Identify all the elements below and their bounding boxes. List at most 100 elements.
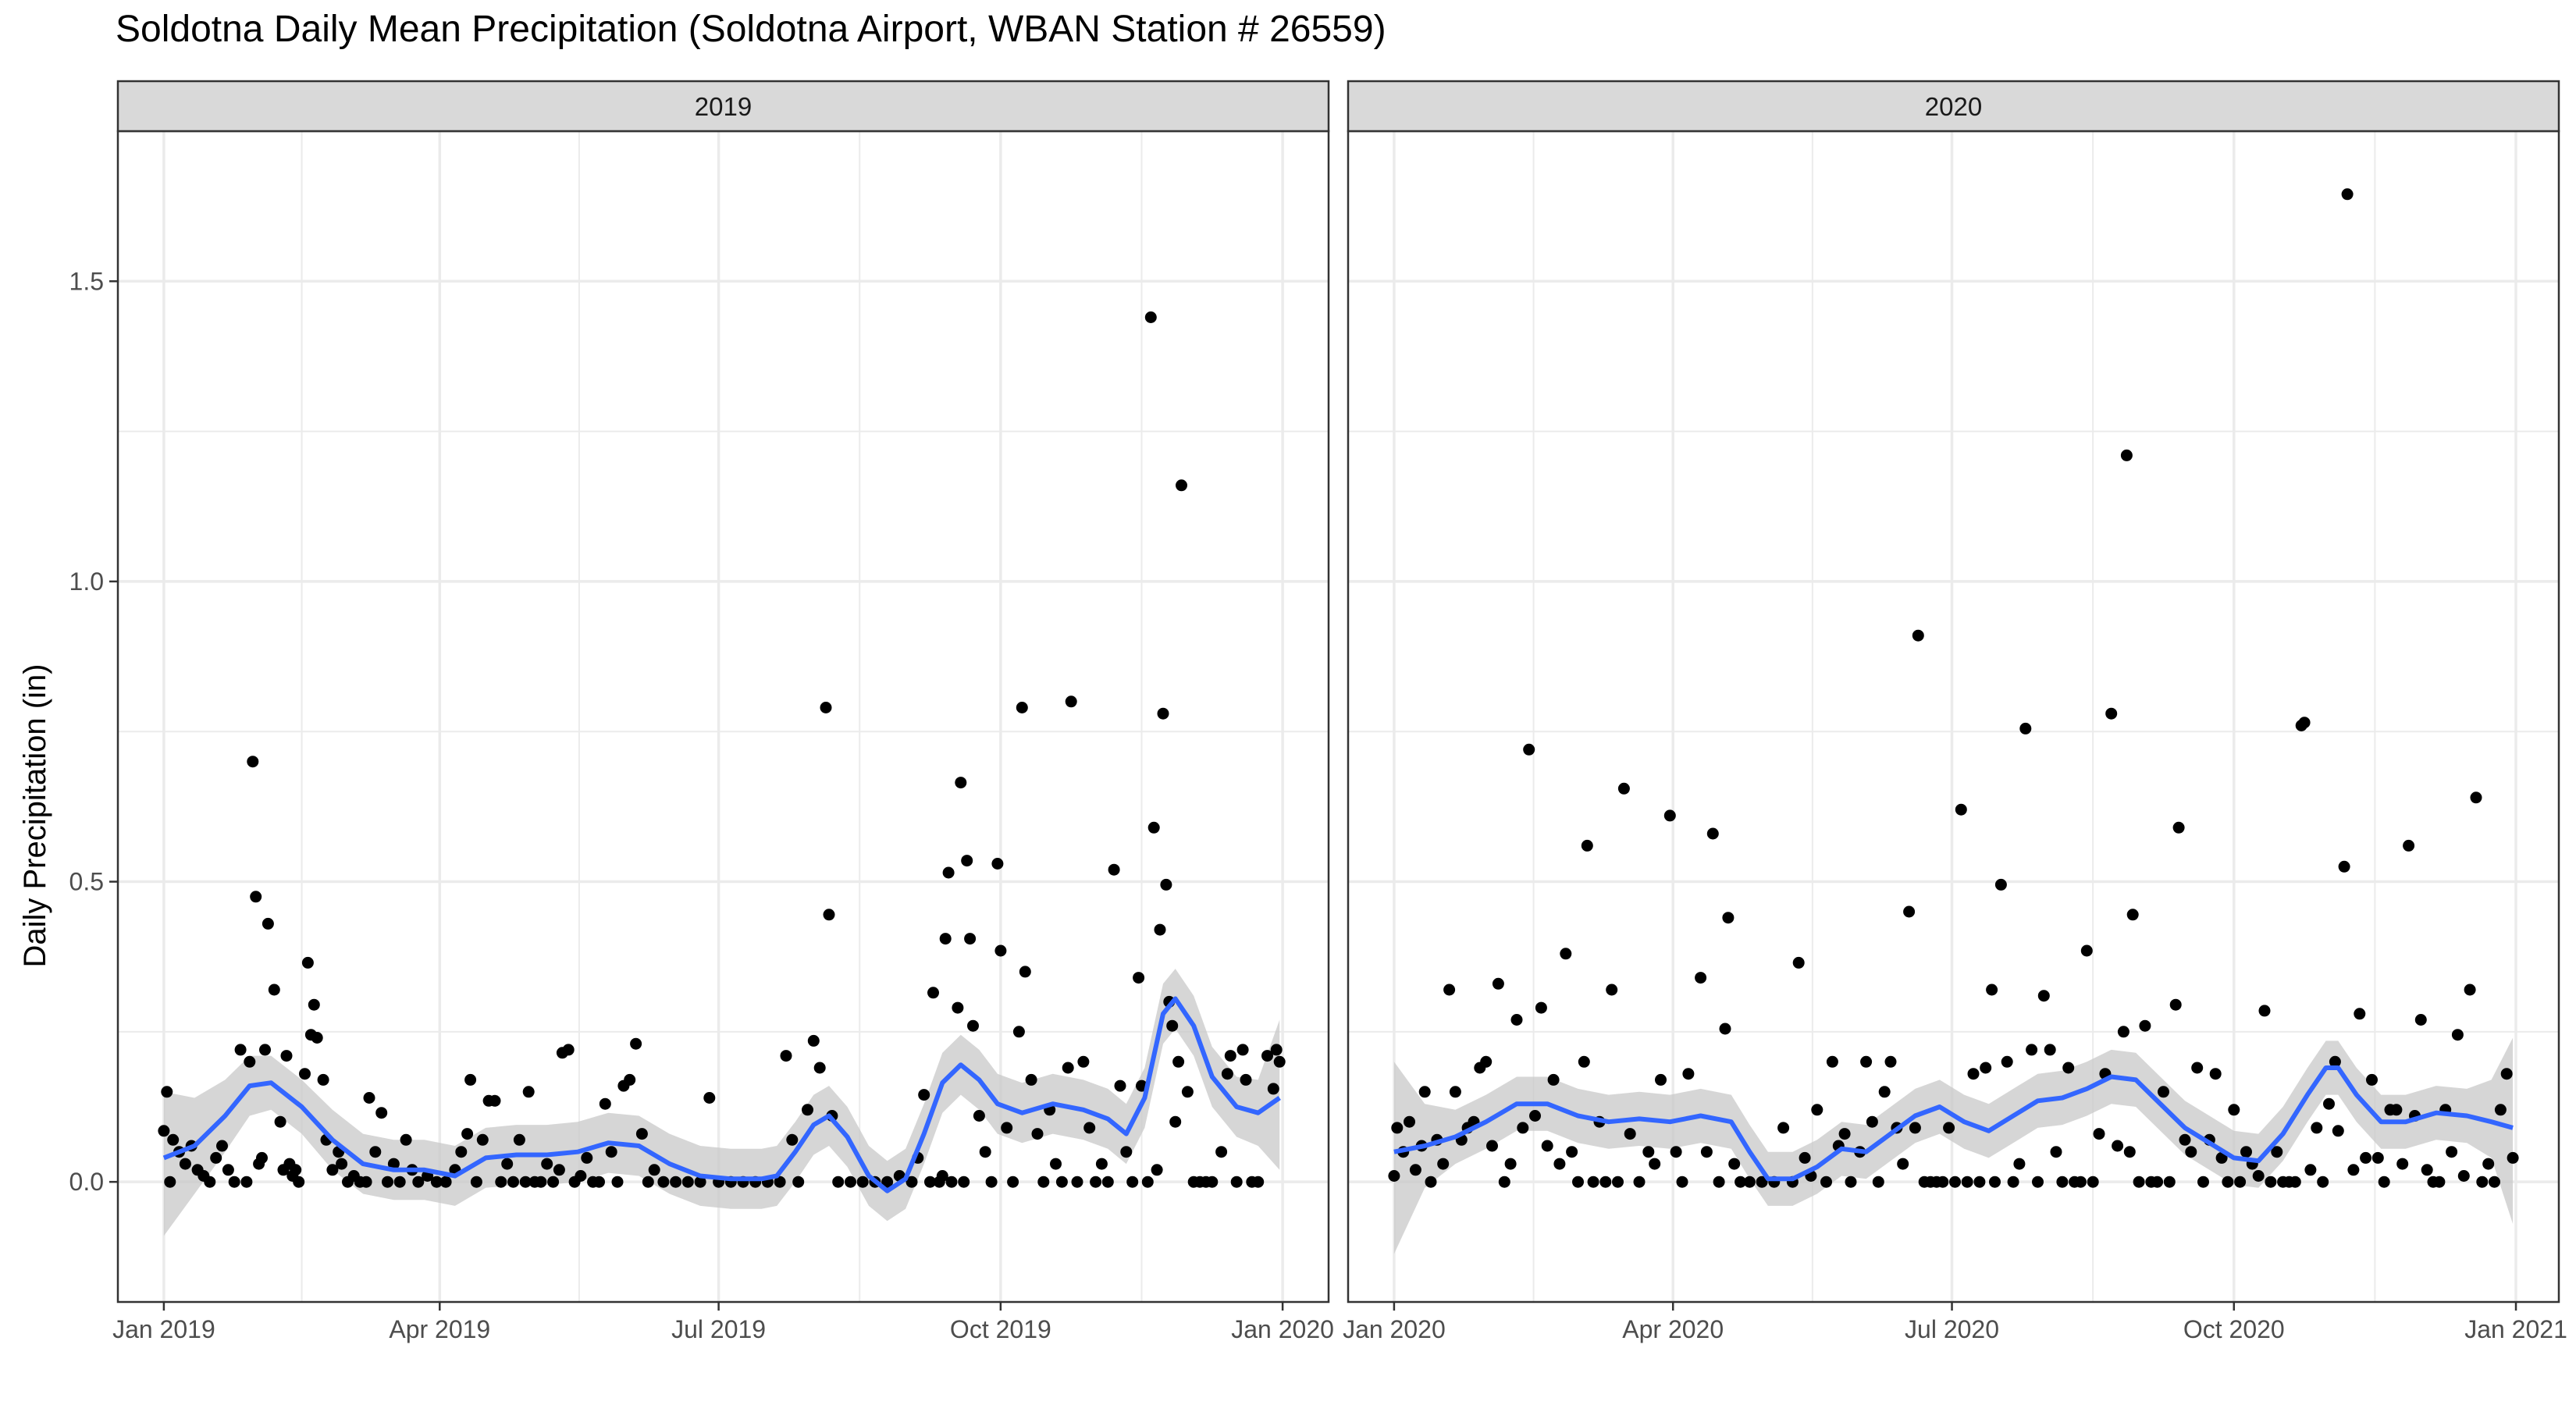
data-point [1866, 1116, 1878, 1128]
data-point [1066, 695, 1077, 707]
data-point [624, 1074, 635, 1086]
data-point [1133, 972, 1144, 984]
data-point [501, 1158, 513, 1170]
data-point [259, 1044, 271, 1055]
data-point [986, 1176, 998, 1188]
facet-strip-label: 2020 [1925, 92, 1982, 121]
data-point [1566, 1146, 1578, 1158]
data-point [593, 1176, 605, 1188]
data-point [1682, 1068, 1694, 1080]
data-point [361, 1176, 372, 1188]
data-point [161, 1086, 173, 1097]
data-point [222, 1164, 234, 1176]
data-point [1126, 1176, 1138, 1188]
data-point [269, 984, 280, 996]
data-point [2133, 1176, 2145, 1188]
x-tick-label: Oct 2020 [2183, 1315, 2285, 1343]
data-point [1839, 1128, 1851, 1140]
data-point [1410, 1164, 1421, 1176]
data-point [2056, 1176, 2068, 1188]
data-point [2105, 708, 2117, 720]
data-point [1793, 957, 1805, 969]
data-point [1523, 744, 1535, 756]
data-point [1548, 1074, 1560, 1086]
data-point [229, 1176, 240, 1188]
data-point [2403, 840, 2414, 852]
data-point [455, 1146, 467, 1158]
data-point [2354, 1008, 2365, 1019]
data-point [1225, 1050, 1236, 1062]
data-point [244, 1056, 255, 1068]
data-point [642, 1176, 654, 1188]
data-point [980, 1146, 991, 1158]
data-point [1151, 1164, 1163, 1176]
data-point [1909, 1122, 1921, 1133]
data-point [802, 1104, 813, 1115]
data-point [1505, 1158, 1517, 1170]
data-point [1001, 1122, 1012, 1133]
data-point [1664, 809, 1676, 821]
data-point [2501, 1068, 2513, 1080]
data-point [857, 1176, 869, 1188]
x-tick-label: Apr 2019 [389, 1315, 490, 1343]
data-point [489, 1095, 501, 1107]
y-tick-label: 1.0 [69, 567, 104, 596]
data-point [1612, 1176, 1624, 1188]
data-point [2179, 1134, 2191, 1146]
data-point [311, 1032, 323, 1044]
data-point [1955, 804, 1967, 816]
data-point [2008, 1176, 2019, 1188]
data-point [1169, 1116, 1181, 1128]
data-point [2471, 791, 2482, 803]
data-point [1707, 828, 1719, 840]
data-point [1007, 1176, 1019, 1188]
data-point [612, 1176, 624, 1188]
data-point [1148, 822, 1160, 834]
data-point [1240, 1074, 1252, 1086]
data-point [606, 1146, 617, 1158]
data-point [2094, 1128, 2105, 1140]
x-tick-label: Jan 2019 [112, 1315, 215, 1343]
data-point [1077, 1056, 1089, 1068]
data-point [1102, 1176, 1114, 1188]
data-point [2164, 1176, 2176, 1188]
data-point [808, 1035, 820, 1047]
data-point [1670, 1146, 1682, 1158]
y-tick-label: 0.5 [69, 868, 104, 896]
data-point [1903, 906, 1915, 918]
data-point [382, 1176, 393, 1188]
data-point [1943, 1122, 1955, 1133]
data-point [336, 1158, 347, 1170]
data-point [167, 1134, 179, 1146]
data-point [2173, 822, 2185, 834]
data-point [523, 1086, 535, 1097]
data-point [180, 1158, 191, 1170]
data-point [2075, 1176, 2087, 1188]
data-point [1677, 1176, 1688, 1188]
data-point [1713, 1176, 1725, 1188]
data-point [1968, 1068, 1980, 1080]
data-point [1166, 1020, 1178, 1032]
x-tick-label: Apr 2020 [1622, 1315, 1724, 1343]
data-point [1634, 1176, 1646, 1188]
data-point [2464, 984, 2476, 996]
data-point [535, 1176, 546, 1188]
data-point [1499, 1176, 1510, 1188]
data-point [2482, 1158, 2494, 1170]
data-point [1115, 1080, 1126, 1092]
data-point [581, 1152, 592, 1164]
data-point [927, 987, 939, 998]
data-point [1388, 1170, 1400, 1182]
data-point [2240, 1146, 2252, 1158]
data-point [1013, 1026, 1025, 1037]
x-tick-label: Jan 2020 [1231, 1315, 1334, 1343]
data-point [275, 1116, 286, 1128]
data-point [1535, 1002, 1547, 1014]
data-point [2415, 1014, 2427, 1026]
data-point [1517, 1122, 1528, 1133]
data-point [2191, 1062, 2203, 1074]
data-point [1176, 479, 1187, 491]
data-point [649, 1164, 660, 1176]
data-point [400, 1134, 412, 1146]
data-point [2124, 1146, 2136, 1158]
